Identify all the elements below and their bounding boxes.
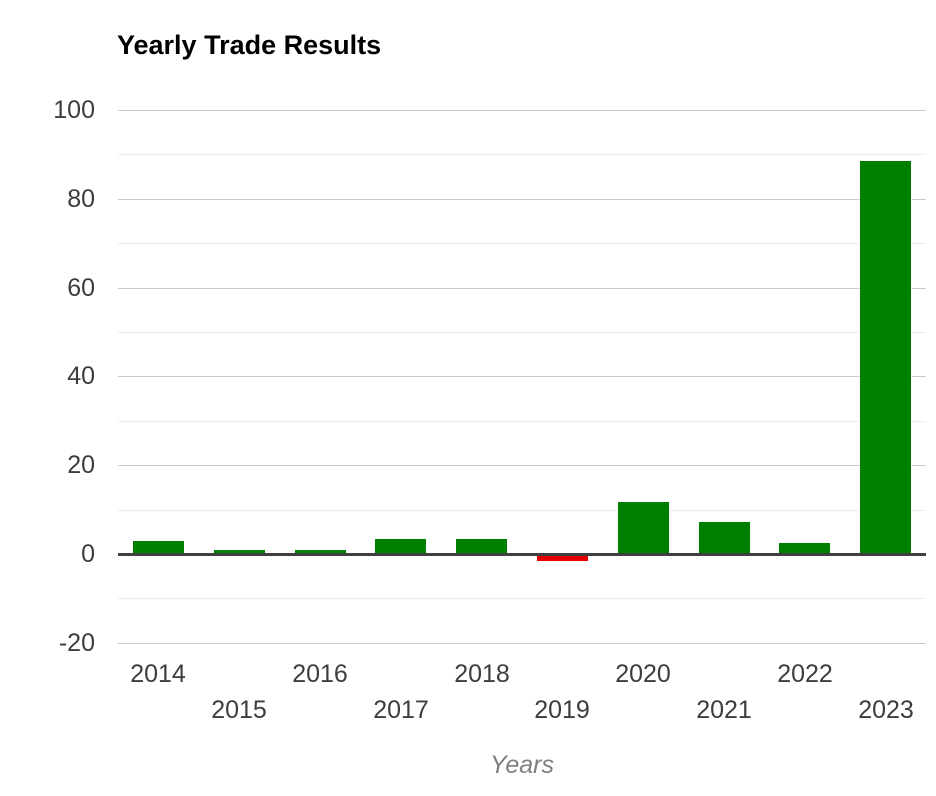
bar-2022 bbox=[778, 542, 831, 555]
bar-2019 bbox=[536, 555, 589, 562]
bar-2016 bbox=[294, 549, 347, 555]
y-axis-tick-label: 100 bbox=[53, 96, 95, 124]
chart-title: Yearly Trade Results bbox=[117, 30, 382, 60]
x-axis-tick-label: 2019 bbox=[534, 696, 590, 724]
bar-2018 bbox=[455, 538, 508, 555]
x-axis-tick-label: 2018 bbox=[454, 660, 510, 688]
gridline-minor bbox=[118, 421, 926, 422]
y-axis-tick-label: 60 bbox=[67, 274, 95, 302]
gridline-major bbox=[118, 288, 926, 289]
x-axis-tick-label: 2016 bbox=[292, 660, 348, 688]
x-axis-tick-label: 2015 bbox=[211, 696, 267, 724]
gridline-major bbox=[118, 376, 926, 377]
x-axis-tick-label: 2017 bbox=[373, 696, 429, 724]
y-axis-tick-label: 0 bbox=[81, 540, 95, 568]
bar-2020 bbox=[617, 501, 670, 555]
gridline-minor bbox=[118, 154, 926, 155]
bar-2021 bbox=[698, 521, 751, 555]
gridline-major bbox=[118, 199, 926, 200]
bar-2014 bbox=[132, 540, 185, 555]
gridline-major bbox=[118, 643, 926, 644]
gridline-major bbox=[118, 465, 926, 466]
gridline-minor bbox=[118, 598, 926, 599]
gridline-minor bbox=[118, 332, 926, 333]
x-axis-title: Years bbox=[490, 751, 554, 779]
x-axis-line bbox=[118, 553, 926, 556]
y-axis-tick-label: 80 bbox=[67, 185, 95, 213]
x-axis-tick-label: 2021 bbox=[696, 696, 752, 724]
bar-2017 bbox=[374, 538, 427, 555]
y-axis-tick-label: 40 bbox=[67, 362, 95, 390]
gridline-major bbox=[118, 110, 926, 111]
x-axis-tick-label: 2023 bbox=[858, 696, 914, 724]
y-axis-tick-label: -20 bbox=[58, 629, 95, 657]
x-axis-tick-label: 2014 bbox=[130, 660, 186, 688]
y-axis-tick-label: 20 bbox=[67, 451, 95, 479]
x-axis-tick-label: 2022 bbox=[777, 660, 833, 688]
x-axis-tick-label: 2020 bbox=[615, 660, 671, 688]
bar-2023 bbox=[859, 160, 912, 555]
bar-2015 bbox=[213, 549, 266, 555]
gridline-minor bbox=[118, 510, 926, 511]
gridline-minor bbox=[118, 243, 926, 244]
